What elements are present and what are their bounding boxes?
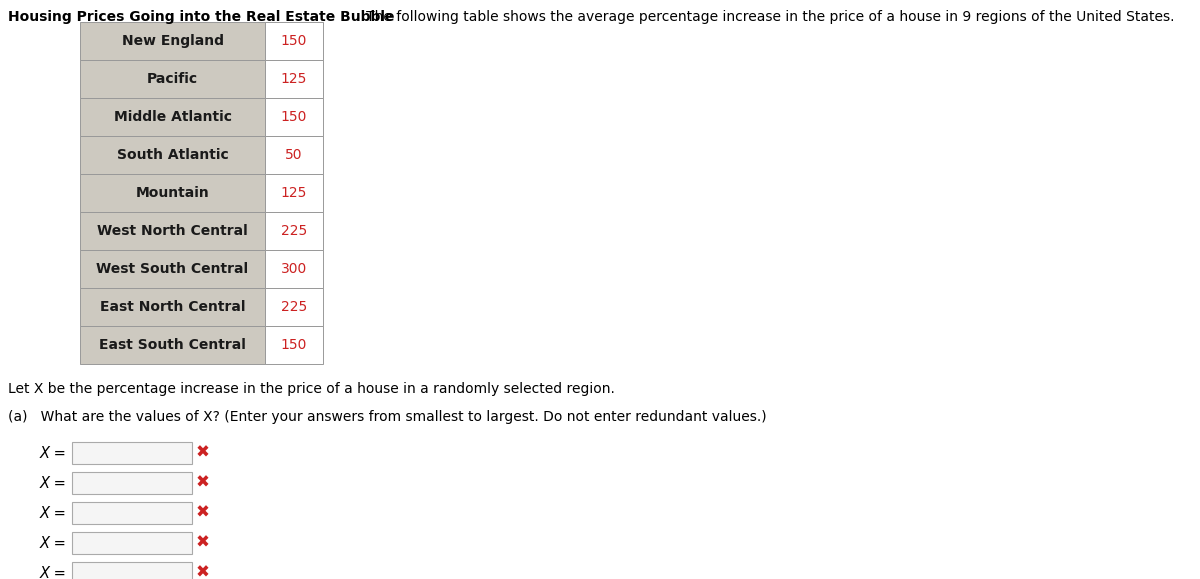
Text: ✖: ✖ <box>196 504 210 522</box>
Text: 125: 125 <box>281 72 307 86</box>
Bar <box>80 174 265 212</box>
Text: X =: X = <box>40 505 67 521</box>
Bar <box>265 326 323 364</box>
Text: 50: 50 <box>286 148 302 162</box>
Text: 150: 150 <box>281 110 307 124</box>
Text: 125: 125 <box>281 186 307 200</box>
Text: ✖: ✖ <box>196 564 210 579</box>
Text: Middle Atlantic: Middle Atlantic <box>114 110 232 124</box>
Text: The following table shows the average percentage increase in the price of a hous: The following table shows the average pe… <box>353 10 1175 24</box>
Text: South Atlantic: South Atlantic <box>116 148 228 162</box>
Bar <box>265 212 323 250</box>
Text: Housing Prices Going into the Real Estate Bubble: Housing Prices Going into the Real Estat… <box>8 10 395 24</box>
Text: East South Central: East South Central <box>100 338 246 352</box>
Bar <box>265 60 323 98</box>
Bar <box>265 136 323 174</box>
Text: 225: 225 <box>281 300 307 314</box>
Text: 150: 150 <box>281 34 307 48</box>
Bar <box>80 22 265 60</box>
Text: ✖: ✖ <box>196 444 210 462</box>
Bar <box>80 136 265 174</box>
Text: X =: X = <box>40 475 67 490</box>
Text: 225: 225 <box>281 224 307 238</box>
Bar <box>265 22 323 60</box>
Text: East North Central: East North Central <box>100 300 245 314</box>
Bar <box>265 98 323 136</box>
Text: West South Central: West South Central <box>96 262 248 276</box>
Text: 300: 300 <box>281 262 307 276</box>
Text: Let X be the percentage increase in the price of a house in a randomly selected : Let X be the percentage increase in the … <box>8 382 614 396</box>
Bar <box>265 250 323 288</box>
Text: (a)   What are the values of X? (Enter your answers from smallest to largest. Do: (a) What are the values of X? (Enter you… <box>8 410 767 424</box>
Text: New England: New England <box>121 34 223 48</box>
Text: X =: X = <box>40 445 67 460</box>
Text: West North Central: West North Central <box>97 224 248 238</box>
Text: X =: X = <box>40 536 67 551</box>
Text: Pacific: Pacific <box>146 72 198 86</box>
Bar <box>80 288 265 326</box>
Bar <box>80 98 265 136</box>
Text: ✖: ✖ <box>196 534 210 552</box>
Bar <box>80 326 265 364</box>
Text: X =: X = <box>40 566 67 579</box>
Bar <box>80 212 265 250</box>
Bar <box>80 60 265 98</box>
Bar <box>265 174 323 212</box>
Text: ✖: ✖ <box>196 474 210 492</box>
Bar <box>80 250 265 288</box>
Text: Mountain: Mountain <box>136 186 209 200</box>
Bar <box>265 288 323 326</box>
Text: 150: 150 <box>281 338 307 352</box>
